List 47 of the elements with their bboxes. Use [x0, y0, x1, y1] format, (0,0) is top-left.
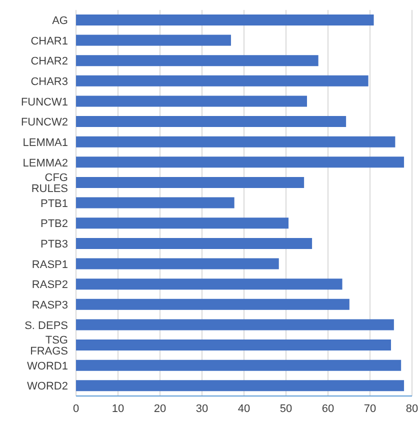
x-tick-label: 80	[406, 402, 418, 415]
bar	[76, 176, 304, 188]
y-tick-label: CHAR3	[30, 76, 68, 88]
bar	[76, 319, 394, 330]
bar	[76, 14, 374, 26]
x-tick-label: 60	[322, 402, 334, 415]
y-tick-label: WORD2	[27, 380, 68, 393]
bar	[76, 298, 350, 310]
bar	[76, 258, 279, 270]
y-tick-label: CFG RULES	[31, 172, 68, 196]
y-tick-label: RASP1	[32, 258, 68, 271]
x-tick-label: 50	[280, 402, 292, 415]
y-tick-label: CHAR1	[30, 35, 68, 48]
bar	[76, 75, 368, 86]
bar	[76, 96, 307, 107]
bar	[76, 116, 346, 128]
y-tick-label: S. DEPS	[24, 320, 68, 332]
x-tick-label: 30	[196, 402, 208, 415]
y-tick-label: PTB1	[40, 198, 68, 210]
bar	[76, 360, 402, 371]
bar	[76, 340, 391, 351]
y-tick-label: RASP3	[32, 299, 68, 312]
bar	[76, 278, 342, 290]
y-tick-label: FUNCW2	[20, 116, 68, 129]
bar	[76, 238, 312, 249]
bar	[76, 34, 231, 46]
bar	[76, 218, 289, 229]
y-tick-label: FUNCW1	[20, 96, 68, 108]
x-tick-label: 40	[238, 402, 250, 415]
bar	[76, 156, 404, 168]
bar	[76, 197, 234, 208]
x-tick-label: 70	[364, 402, 376, 415]
y-tick-label: CHAR2	[30, 56, 68, 68]
y-tick-label: WORD1	[27, 360, 68, 372]
y-tick-label: PTB3	[40, 238, 68, 251]
x-tick-label: 20	[154, 402, 166, 415]
bar	[76, 55, 318, 66]
y-tick-label: AG	[52, 15, 68, 28]
y-tick-label: PTB2	[40, 218, 68, 230]
x-tick-label: 0	[72, 402, 80, 415]
y-tick-label: TSG FRAGS	[30, 334, 68, 358]
bar	[76, 380, 404, 392]
y-tick-label: RASP2	[32, 279, 68, 292]
y-tick-label: LEMMA1	[22, 136, 68, 149]
x-tick-label: 10	[112, 402, 124, 415]
y-tick-label: LEMMA2	[22, 157, 68, 170]
bar	[76, 136, 396, 148]
